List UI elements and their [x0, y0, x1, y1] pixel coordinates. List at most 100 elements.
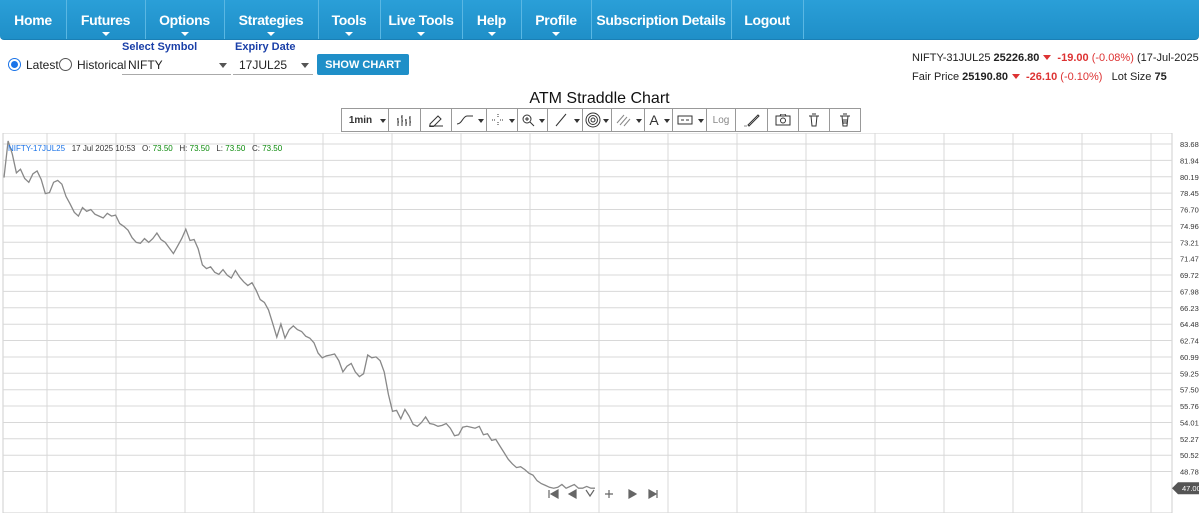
y-tick-label: 78.45: [1180, 189, 1199, 198]
symbol-select-value: NIFTY: [128, 58, 163, 72]
legend-l-label: L:: [216, 144, 224, 153]
legend-high: 73.50: [189, 144, 210, 153]
nav-options[interactable]: Options: [145, 0, 224, 39]
future-change-pct: (-0.08%): [1091, 52, 1134, 64]
nav-live-tools[interactable]: Live Tools: [380, 0, 462, 39]
y-tick-label: 62.74: [1180, 337, 1199, 346]
nav-separator: [803, 0, 804, 39]
zoom-icon[interactable]: [517, 108, 548, 132]
fair-price-label: Fair Price: [912, 71, 960, 83]
future-price: 25226.80: [993, 52, 1040, 64]
fair-change-pct: (-0.10%): [1060, 71, 1103, 83]
expiry-select[interactable]: 17JUL25: [233, 55, 313, 75]
y-tick-label: 66.23: [1180, 304, 1199, 313]
legend-h-label: H:: [179, 144, 188, 153]
zoom-out-icon[interactable]: [585, 489, 595, 498]
range-icon[interactable]: [672, 108, 707, 132]
nav-separator: [145, 0, 146, 39]
zoom-in-icon[interactable]: [605, 490, 613, 498]
nav-tools[interactable]: Tools: [318, 0, 380, 39]
nav-separator: [224, 0, 225, 39]
log-button[interactable]: Log: [706, 108, 736, 132]
historical-label: Historical: [77, 58, 127, 72]
camera-icon[interactable]: [767, 108, 799, 132]
legend-datetime: 17 Jul 2025 10:53: [71, 144, 136, 153]
crosshair-icon[interactable]: [486, 108, 518, 132]
channel-icon[interactable]: [611, 108, 645, 132]
nav-separator: [521, 0, 522, 39]
last-value-badge: [1172, 482, 1199, 495]
chart-type-icon[interactable]: [388, 108, 421, 132]
nav-subscription-details[interactable]: Subscription Details: [591, 0, 731, 39]
top-navbar: Home Futures Options Strategies Tools Live To…: [0, 0, 1199, 40]
y-tick-label: 48.78: [1180, 468, 1199, 477]
y-tick-label: 57.50: [1180, 386, 1199, 395]
down-arrow-icon: [1043, 55, 1052, 60]
last-icon[interactable]: [648, 488, 658, 500]
nav-separator: [66, 0, 67, 39]
y-tick-label: 50.52: [1180, 451, 1199, 460]
y-tick-label: 80.19: [1180, 173, 1199, 182]
straddle-line: [3, 140, 595, 489]
fair-price-line: Fair Price 25190.80 -26.10 (-0.10%) Lot S…: [912, 71, 1167, 83]
y-tick-label: 54.01: [1180, 418, 1199, 427]
chevron-down-icon: [301, 63, 309, 68]
future-name: NIFTY-31JUL25: [912, 52, 991, 64]
nav-strategies[interactable]: Strategies: [224, 0, 318, 39]
last-value-label: 47.00: [1182, 484, 1199, 493]
nav-separator: [462, 0, 463, 39]
chevron-down-icon: [345, 32, 353, 36]
y-tick-label: 59.25: [1180, 369, 1199, 378]
nav-help[interactable]: Help: [462, 0, 521, 39]
first-icon[interactable]: [548, 488, 559, 500]
lot-size-value: 75: [1154, 71, 1167, 83]
legend-close: 73.50: [262, 144, 283, 153]
nav-separator: [591, 0, 592, 39]
y-tick-label: 55.76: [1180, 402, 1199, 411]
text-icon[interactable]: A: [644, 108, 673, 132]
nav-label-subscription-details: Subscription Details: [596, 12, 726, 28]
y-tick-label: 73.21: [1180, 238, 1199, 247]
show-chart-button[interactable]: SHOW CHART: [317, 54, 409, 75]
plot-area: [2, 133, 1173, 513]
indicator-icon[interactable]: [420, 108, 452, 132]
fair-price-value: 25190.80: [962, 71, 1009, 83]
prev-icon[interactable]: [567, 488, 577, 500]
quote-timestamp: (17-Jul-2025 12:23): [1136, 52, 1199, 64]
chevron-down-icon: [267, 32, 275, 36]
legend-c-label: C:: [251, 144, 260, 153]
symbol-select[interactable]: NIFTY: [122, 55, 231, 75]
y-tick-label: 69.72: [1180, 271, 1199, 280]
draw-icon[interactable]: [735, 108, 768, 132]
nav-label-tools: Tools: [331, 12, 367, 28]
trash-drawing-icon[interactable]: [798, 108, 830, 132]
straddle-chart[interactable]: 83.68 81.94 80.19 78.45 76.70 74.96 73.21 71.47…: [0, 133, 1199, 513]
expiry-date-label: Expiry Date: [235, 41, 296, 53]
historical-radio[interactable]: [59, 58, 72, 71]
fibonacci-icon[interactable]: [582, 108, 612, 132]
future-quote-line: NIFTY-31JUL25 25226.80 -19.00 (-0.08%) (1…: [912, 52, 1199, 64]
line-style-icon[interactable]: [451, 108, 487, 132]
expiry-select-value: 17JUL25: [239, 58, 288, 72]
select-symbol-label: Select Symbol: [122, 41, 198, 53]
latest-radio[interactable]: [8, 58, 21, 71]
trendline-icon[interactable]: [547, 108, 583, 132]
y-tick-label: 60.99: [1180, 353, 1199, 362]
nav-futures[interactable]: Futures: [66, 0, 145, 39]
nav-profile[interactable]: Profile: [521, 0, 591, 39]
nav-label-options: Options: [159, 12, 210, 28]
nav-home[interactable]: Home: [0, 0, 66, 39]
nav-label-futures: Futures: [80, 12, 131, 28]
nav-label-strategies: Strategies: [238, 12, 304, 28]
next-icon[interactable]: [628, 488, 638, 500]
nav-label-help: Help: [476, 12, 507, 28]
interval-select[interactable]: 1min: [341, 108, 389, 132]
chevron-down-icon: [219, 63, 227, 68]
nav-logout[interactable]: Logout: [731, 0, 803, 39]
lot-size-label: Lot Size: [1111, 71, 1152, 83]
legend-low: 73.50: [225, 144, 246, 153]
legend-symbol: NIFTY-17JUL25: [8, 144, 66, 153]
nav-separator: [318, 0, 319, 39]
y-tick-label: 81.94: [1180, 156, 1199, 165]
delete-all-icon[interactable]: [829, 108, 861, 132]
